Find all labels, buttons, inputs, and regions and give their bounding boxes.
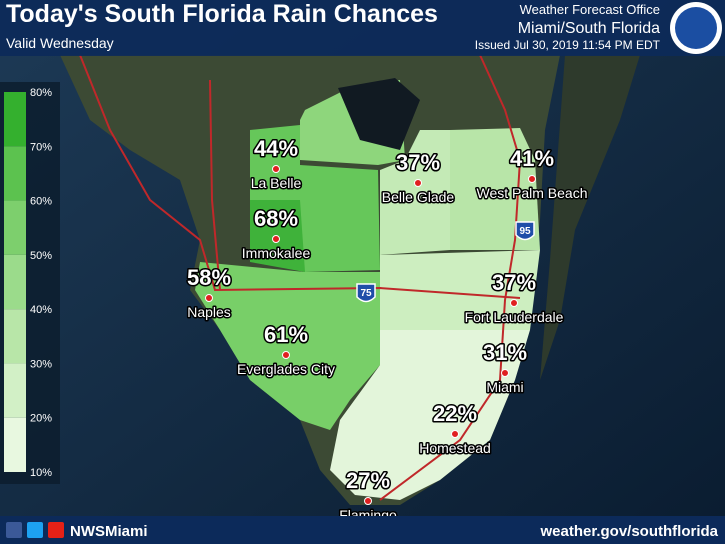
city-name: Everglades City bbox=[237, 361, 335, 377]
city-name: Miami bbox=[486, 379, 523, 395]
social-handle[interactable]: NWSMiami bbox=[70, 523, 148, 540]
city-name: Naples bbox=[187, 304, 231, 320]
zone bbox=[380, 250, 540, 335]
legend-swatch bbox=[4, 417, 26, 472]
road bbox=[209, 79, 221, 291]
city-name: West Palm Beach bbox=[476, 185, 587, 201]
legend-label: 30% bbox=[30, 358, 52, 370]
city-name: Belle Glade bbox=[382, 189, 455, 205]
city-dot bbox=[528, 175, 536, 183]
title: Today's South Florida Rain Chances bbox=[6, 0, 438, 28]
legend-swatch bbox=[4, 92, 26, 147]
footer-bar bbox=[0, 516, 725, 544]
legend-label: 60% bbox=[30, 196, 52, 208]
youtube-icon[interactable] bbox=[48, 522, 64, 538]
rain-chance: 44% bbox=[254, 136, 298, 161]
city-dot bbox=[282, 351, 290, 359]
website[interactable]: weather.gov/southflorida bbox=[539, 523, 718, 540]
office: Weather Forecast Office bbox=[520, 2, 660, 17]
land bbox=[540, 55, 640, 380]
city-name: Fort Lauderdale bbox=[465, 309, 564, 325]
roads bbox=[79, 54, 522, 501]
zone bbox=[380, 130, 450, 255]
legend-swatch bbox=[4, 363, 26, 418]
legend-label: 70% bbox=[30, 141, 52, 153]
rain-chance: 27% bbox=[346, 468, 390, 493]
road bbox=[79, 54, 521, 299]
city-dot bbox=[451, 430, 459, 438]
office-name: Miami/South Florida bbox=[518, 20, 660, 37]
highway-shield bbox=[515, 221, 535, 241]
zone bbox=[195, 262, 380, 430]
subtitle: Valid Wednesday bbox=[6, 35, 114, 51]
city-name: Homestead bbox=[419, 440, 491, 456]
city-name: Immokalee bbox=[242, 245, 311, 261]
city-dot bbox=[510, 299, 518, 307]
header-bar bbox=[0, 0, 725, 56]
zone bbox=[450, 128, 540, 250]
rain-chance: 31% bbox=[483, 340, 527, 365]
nws-logo-inner bbox=[675, 7, 717, 49]
legend-label: 20% bbox=[30, 413, 52, 425]
city-dot bbox=[205, 294, 213, 302]
highway-number: 75 bbox=[360, 288, 372, 299]
legend-label: 50% bbox=[30, 250, 52, 262]
city-dot bbox=[414, 179, 422, 187]
rain-chance: 41% bbox=[510, 146, 554, 171]
city-dot bbox=[272, 165, 280, 173]
rain-chance: 37% bbox=[396, 150, 440, 175]
highway-shield bbox=[356, 283, 376, 303]
rain-chance: 22% bbox=[433, 401, 477, 426]
city-dot bbox=[364, 497, 372, 505]
legend-label: 10% bbox=[30, 467, 52, 479]
rain-chance: 58% bbox=[187, 265, 231, 290]
twitter-icon[interactable] bbox=[27, 522, 43, 538]
city-dot bbox=[501, 369, 509, 377]
rain-chance: 68% bbox=[254, 206, 298, 231]
legend-label: 40% bbox=[30, 304, 52, 316]
city-dot bbox=[272, 235, 280, 243]
city-name: La Belle bbox=[251, 175, 302, 191]
legend-label: 80% bbox=[30, 87, 52, 99]
zone bbox=[330, 330, 530, 500]
legend-swatch bbox=[4, 146, 26, 201]
lake-okeechobee bbox=[338, 78, 420, 150]
legend-swatch bbox=[4, 309, 26, 364]
rain-chance: 37% bbox=[492, 270, 536, 295]
issued: Issued Jul 30, 2019 11:54 PM EDT bbox=[475, 38, 661, 52]
legend-swatch bbox=[4, 254, 26, 310]
forecast-zones bbox=[195, 80, 540, 500]
highway-number: 95 bbox=[519, 226, 531, 237]
road bbox=[379, 54, 522, 501]
facebook-icon[interactable] bbox=[6, 522, 22, 538]
rain-chance: 61% bbox=[264, 322, 308, 347]
legend-swatch bbox=[4, 200, 26, 255]
